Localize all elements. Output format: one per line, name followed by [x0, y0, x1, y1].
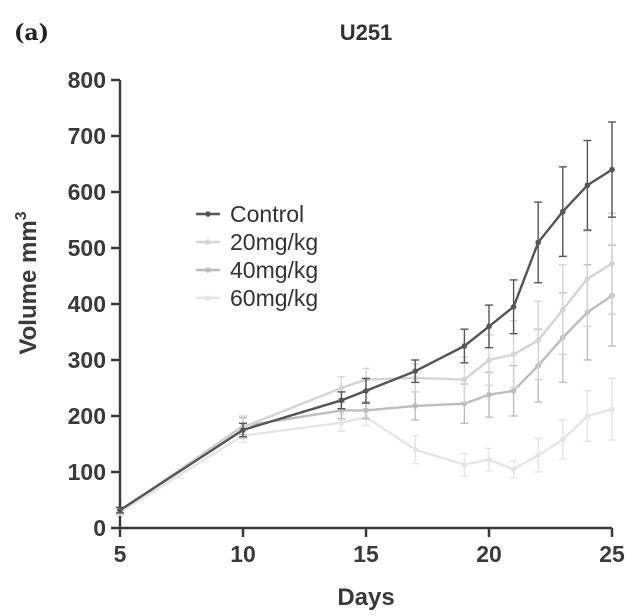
- data-point: [461, 343, 468, 349]
- y-tick-label: 300: [68, 347, 106, 373]
- x-tick-label: 25: [599, 541, 625, 567]
- data-point: [560, 306, 566, 313]
- data-point: [412, 403, 419, 409]
- y-axis-label-superscript: 3: [13, 211, 30, 220]
- series-line: [119, 262, 613, 513]
- legend-label: Control: [230, 201, 304, 227]
- data-point: [363, 388, 369, 394]
- y-tick-label: 700: [68, 123, 106, 149]
- series-line: [119, 294, 613, 513]
- y-axis-label: Volume mm3: [13, 211, 42, 354]
- data-point: [535, 337, 541, 344]
- data-point: [510, 466, 517, 473]
- data-point: [560, 436, 566, 443]
- data-point: [338, 397, 345, 404]
- data-point: [609, 260, 615, 267]
- data-point: [338, 419, 345, 426]
- y-tick-label: 0: [93, 515, 106, 541]
- y-tick-label: 600: [68, 179, 106, 205]
- data-point: [338, 385, 345, 391]
- series-group: [116, 121, 616, 516]
- legend-label: 60mg/kg: [230, 285, 318, 311]
- data-point: [584, 276, 591, 282]
- y-tick-label: 200: [68, 403, 106, 429]
- data-point: [584, 413, 591, 419]
- data-point: [461, 461, 468, 468]
- y-axis-label-text: Volume mm: [15, 220, 42, 354]
- y-tick-label: 400: [68, 291, 106, 317]
- legend-label: 20mg/kg: [230, 229, 318, 255]
- data-point: [412, 446, 419, 453]
- data-point: [412, 368, 419, 375]
- data-point: [117, 507, 123, 513]
- x-tick-label: 5: [114, 541, 127, 567]
- data-point: [535, 239, 541, 246]
- data-point: [486, 323, 492, 330]
- data-point: [560, 208, 566, 215]
- x-ticks: 5 10 15 20 25: [114, 528, 625, 567]
- data-point: [486, 456, 492, 463]
- legend-label: 40mg/kg: [230, 257, 318, 283]
- legend-swatch-marker: [205, 211, 211, 217]
- y-ticks: 0 100 200 300 400 500 600 700 800: [68, 67, 120, 541]
- legend-swatch-marker: [205, 295, 211, 301]
- chart-title: U251: [340, 20, 393, 45]
- data-point: [510, 304, 517, 310]
- legend-swatch-marker: [205, 239, 211, 245]
- data-point: [535, 452, 541, 459]
- legend-swatch-marker: [205, 267, 211, 273]
- x-tick-label: 20: [476, 541, 502, 567]
- data-point: [609, 406, 615, 413]
- x-tick-label: 10: [230, 541, 256, 567]
- panel-label: (a): [14, 20, 49, 46]
- data-point: [510, 351, 517, 358]
- data-point: [486, 391, 492, 398]
- series-line: [119, 168, 613, 512]
- y-tick-label: 100: [68, 459, 106, 485]
- x-axis-label: Days: [337, 584, 394, 611]
- data-point: [486, 357, 492, 363]
- data-point: [461, 376, 468, 383]
- y-tick-label: 800: [68, 67, 106, 93]
- series-line: [119, 408, 613, 514]
- x-tick-label: 15: [353, 541, 379, 567]
- data-point: [363, 407, 369, 414]
- data-point: [510, 388, 517, 394]
- data-point: [609, 166, 615, 173]
- y-tick-label: 500: [68, 235, 106, 261]
- data-point: [584, 182, 591, 189]
- series-0: [116, 121, 616, 514]
- data-point: [240, 427, 246, 433]
